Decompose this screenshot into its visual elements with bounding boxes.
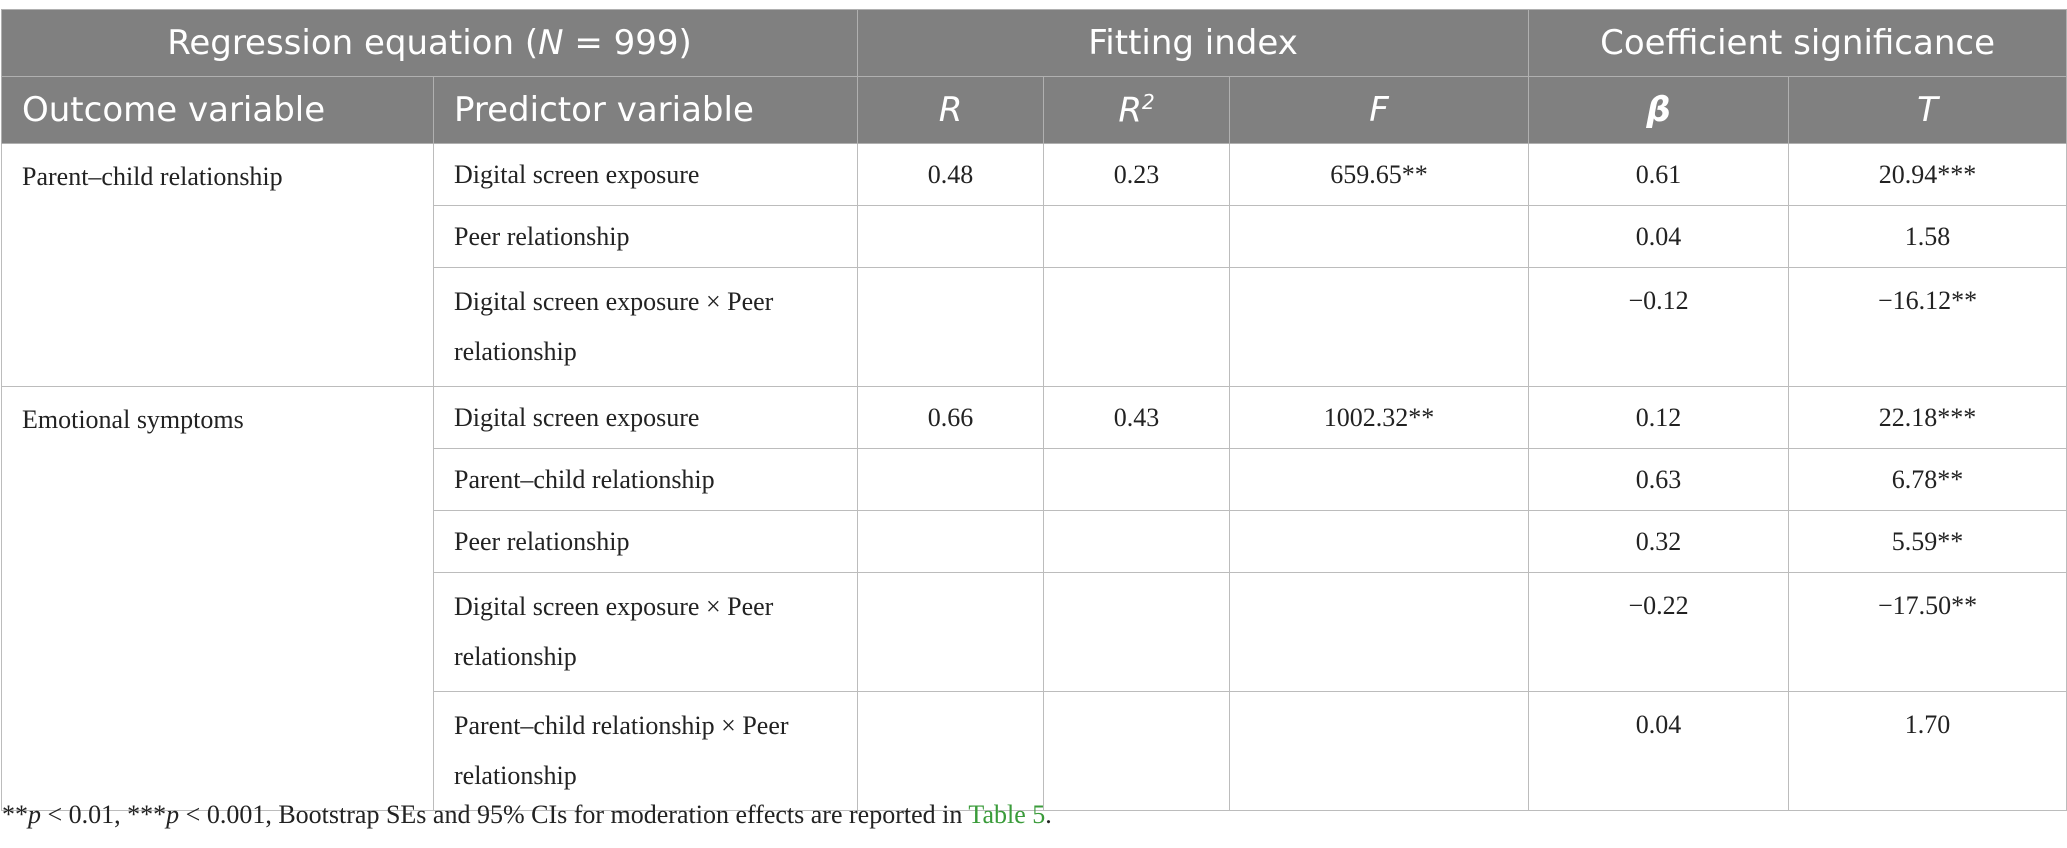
t-cell: −17.50** (1788, 572, 2067, 692)
table-row: Parent–child relationship 0.63 6.78** (2, 448, 2067, 511)
header-coefficient-significance: Coefficient significance (1528, 9, 2067, 77)
table-footnote: **p < 0.01, ***p < 0.001, Bootstrap SEs … (2, 800, 1052, 829)
table-row: Emotional symptoms Digital screen exposu… (1, 386, 2067, 811)
header-r: R (857, 76, 1045, 144)
r-cell: 0.48 (857, 143, 1045, 206)
table-header: Regression equation (N = 999) Fitting in… (0, 9, 2067, 144)
beta-cell: 0.32 (1528, 510, 1790, 573)
regression-table: Regression equation (N = 999) Fitting in… (0, 9, 2067, 811)
r2-cell (1043, 572, 1231, 692)
f-cell (1229, 267, 1530, 387)
r2-cell (1043, 205, 1231, 268)
beta-cell: −0.22 (1528, 572, 1790, 692)
f-cell (1229, 510, 1530, 573)
header-regression-equation: Regression equation (N = 999) (0, 9, 859, 77)
header-beta: β (1528, 76, 1790, 144)
outcome-cell: Emotional symptoms (1, 386, 434, 811)
predictor-cell: Parent–child relationship (432, 448, 859, 511)
f-cell (1229, 448, 1530, 511)
header-outcome-variable: Outcome variable (1, 76, 434, 144)
header-t: T (1788, 76, 2067, 144)
beta-cell: 0.61 (1528, 143, 1790, 206)
predictor-cell: Peer relationship (432, 205, 859, 268)
beta-cell: 0.63 (1528, 448, 1790, 511)
r2-cell: 0.23 (1043, 143, 1231, 206)
t-cell: 1.70 (1788, 691, 2067, 811)
predictor-cell: Digital screen exposure × Peer relations… (432, 572, 859, 692)
r-cell (857, 205, 1045, 268)
r-cell (857, 691, 1045, 811)
f-cell (1229, 691, 1530, 811)
header-predictor-variable: Predictor variable (432, 76, 859, 144)
table-row: Parent–child relationship Digital screen… (1, 143, 2067, 387)
header-f: F (1229, 76, 1530, 144)
outcome-cell: Parent–child relationship (1, 143, 434, 387)
t-cell: 22.18*** (1788, 386, 2067, 449)
table-body: Parent–child relationship Digital screen… (1, 143, 2067, 811)
beta-cell: 0.04 (1528, 691, 1790, 811)
t-cell: 20.94*** (1788, 143, 2067, 206)
r-cell: 0.66 (857, 386, 1045, 449)
header-fitting-index: Fitting index (857, 9, 1530, 77)
t-cell: 6.78** (1788, 448, 2067, 511)
predictor-cell: Digital screen exposure (432, 143, 859, 206)
beta-cell: 0.12 (1528, 386, 1790, 449)
predictor-cell: Digital screen exposure (432, 386, 859, 449)
r-cell (857, 510, 1045, 573)
predictor-cell: Peer relationship (432, 510, 859, 573)
predictor-cell: Digital screen exposure × Peer relations… (432, 267, 859, 387)
r-cell (857, 448, 1045, 511)
f-cell: 659.65** (1229, 143, 1530, 206)
r2-cell (1043, 510, 1231, 573)
predictor-cell: Parent–child relationship × Peer relatio… (432, 691, 859, 811)
r-cell (857, 267, 1045, 387)
r2-cell (1043, 448, 1231, 511)
table-5-link[interactable]: Table 5 (968, 800, 1046, 829)
f-cell (1229, 572, 1530, 692)
table-row: Parent–child relationship × Peer relatio… (2, 691, 2067, 811)
r2-cell (1043, 267, 1231, 387)
f-cell (1229, 205, 1530, 268)
f-cell: 1002.32** (1229, 386, 1530, 449)
table-row: Digital screen exposure × Peer relations… (2, 572, 2067, 692)
header-r-squared: R2 (1043, 76, 1231, 144)
beta-cell: 0.04 (1528, 205, 1790, 268)
t-cell: 1.58 (1788, 205, 2067, 268)
table-row: Peer relationship 0.32 5.59** (2, 510, 2067, 573)
r2-cell (1043, 691, 1231, 811)
table-row: Digital screen exposure × Peer relations… (2, 267, 2067, 387)
beta-cell: −0.12 (1528, 267, 1790, 387)
r-cell (857, 572, 1045, 692)
t-cell: −16.12** (1788, 267, 2067, 387)
r2-cell: 0.43 (1043, 386, 1231, 449)
t-cell: 5.59** (1788, 510, 2067, 573)
